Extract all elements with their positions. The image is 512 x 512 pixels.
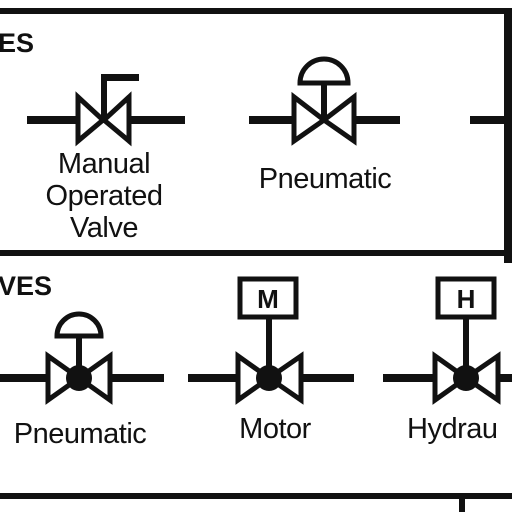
pipe-line-right <box>354 116 400 124</box>
pneumatic-ball-valve-label: Pneumatic <box>13 418 147 450</box>
handwheel-stem <box>101 74 107 120</box>
frame-right-border <box>504 8 512 263</box>
section-heading-bottom: VES <box>0 271 53 301</box>
valve-body-right-triangle <box>264 351 304 405</box>
actuator-stem <box>266 317 272 378</box>
motor-ball-valve-label: Motor <box>239 413 311 445</box>
motor-ball-valve-symbol <box>188 276 354 405</box>
pipe-line-left <box>188 374 238 382</box>
valve-body-left-triangle <box>75 91 107 147</box>
manual-valve-symbol <box>27 74 185 147</box>
manual-valve-label-line-3: Valve <box>70 212 138 244</box>
motor-actuator-box <box>237 276 299 320</box>
pneumatic-valve-symbol <box>249 56 400 146</box>
manual-valve-label-line-1: Manual <box>57 148 151 180</box>
pipe-line-right <box>110 374 164 382</box>
hydraulic-ball-valve-label: Hydrau <box>407 413 498 445</box>
pipe-line-left <box>0 374 48 382</box>
valve-body-right-triangle <box>461 351 501 405</box>
pipe-line-right <box>301 374 354 382</box>
valve-body-right-triangle <box>100 91 132 147</box>
frame-bottom-vertical <box>459 493 465 512</box>
pipe-line-cut-off <box>470 116 512 124</box>
valve-body-right-triangle <box>319 91 357 146</box>
actuator-stem <box>321 82 327 120</box>
valve-body-left-triangle <box>291 91 329 146</box>
hydraulic-ball-valve-symbol <box>383 276 512 405</box>
valve-body-left-triangle <box>235 351 274 405</box>
frame-top-border <box>0 8 512 14</box>
diaphragm-actuator <box>297 56 351 86</box>
section-heading-top: ES <box>0 28 35 58</box>
valve-body-right-triangle <box>74 351 113 405</box>
hydraulic-actuator-letter: H <box>456 284 476 314</box>
frame-bottom-border <box>0 493 512 499</box>
manual-valve-label-line-2: Operated <box>45 180 163 212</box>
handwheel-bar <box>101 74 139 81</box>
motor-actuator-letter: M <box>257 284 279 314</box>
cut-off-label: I <box>505 163 512 195</box>
valve-body-left-triangle <box>45 351 84 405</box>
pipe-line-right <box>500 374 512 382</box>
valve-body-left-triangle <box>432 351 471 405</box>
pipe-line-left <box>27 116 79 124</box>
pneumatic-ball-valve-symbol <box>0 311 164 405</box>
manual-valve-label: Manual Operated Valve <box>46 148 163 244</box>
diaphragm-actuator <box>54 311 104 339</box>
hydraulic-actuator-box <box>435 276 497 320</box>
pipe-line-right <box>128 116 185 124</box>
actuator-stem <box>463 317 469 378</box>
section-divider <box>0 250 512 256</box>
pipe-line-left <box>383 374 435 382</box>
pipe-line-left <box>249 116 294 124</box>
pneumatic-valve-label: Pneumatic <box>258 163 392 195</box>
actuator-stem <box>76 335 82 378</box>
